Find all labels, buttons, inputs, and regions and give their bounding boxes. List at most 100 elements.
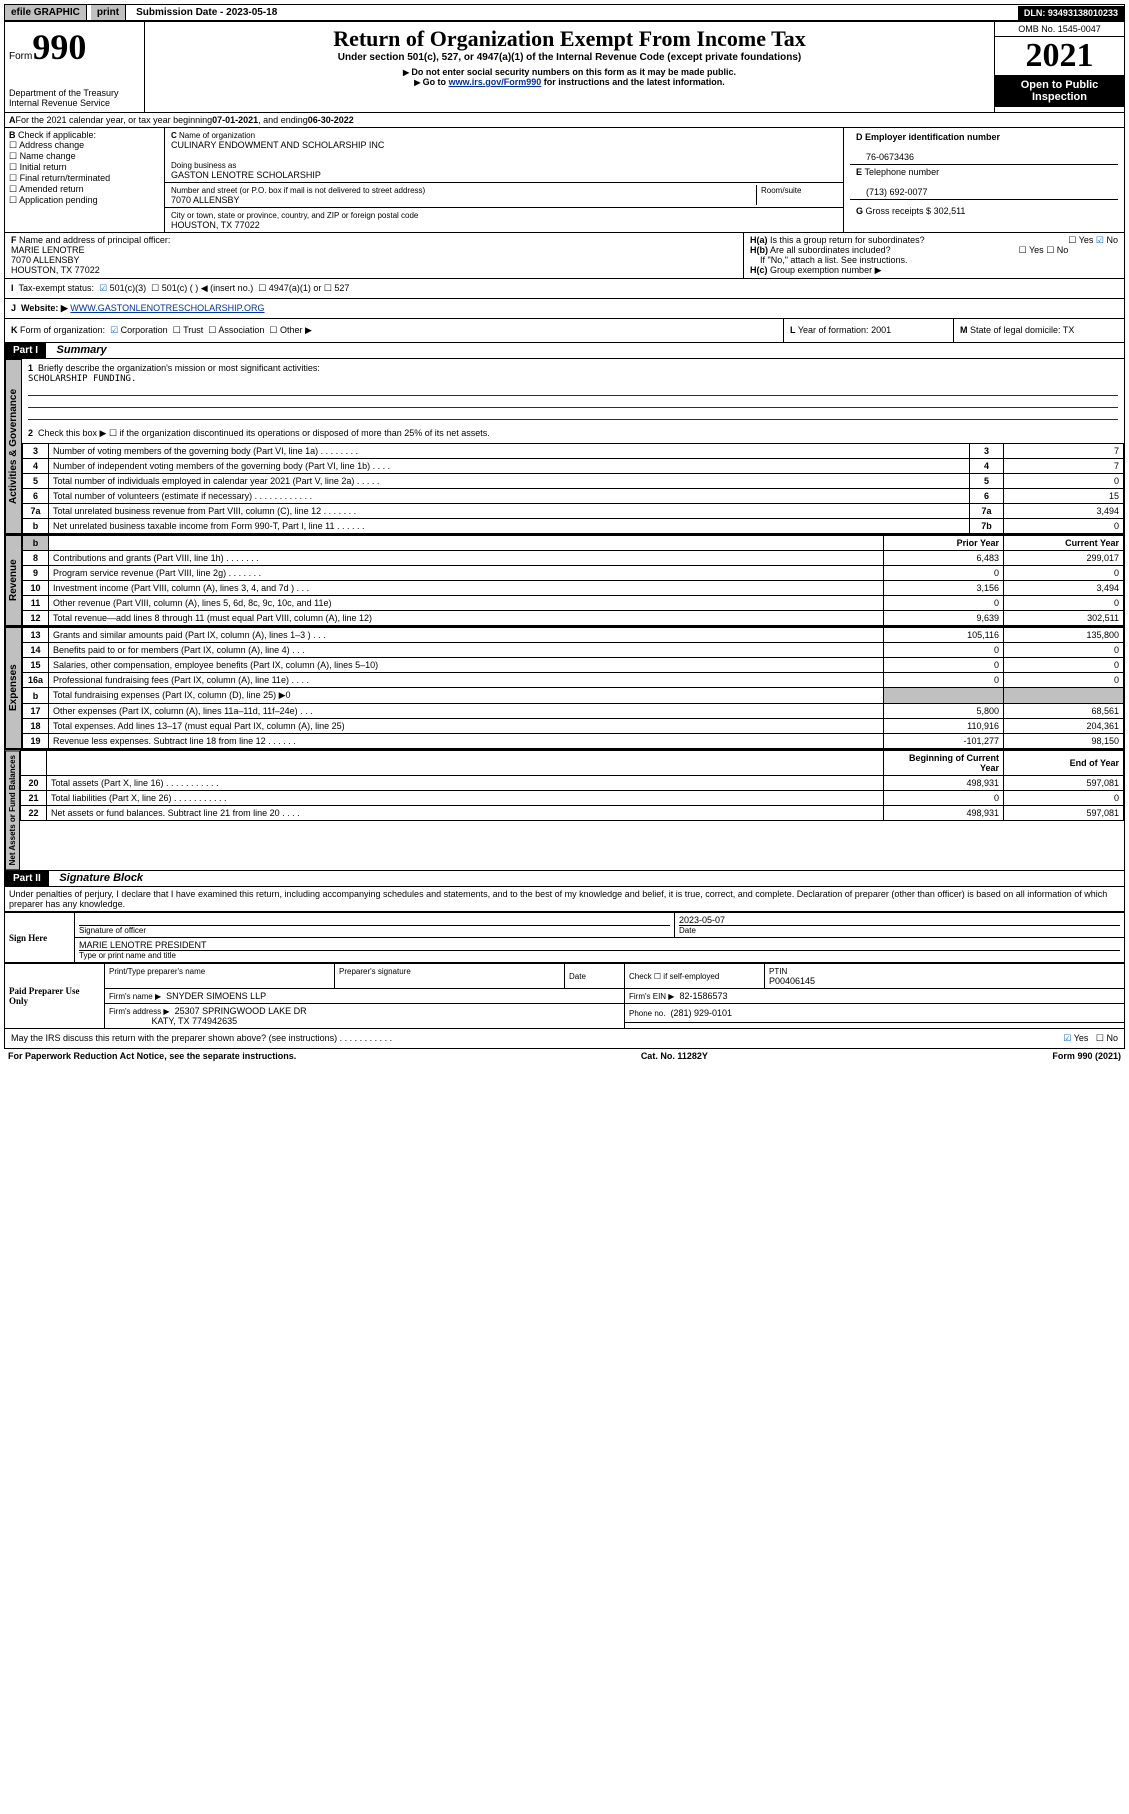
firm-phone: (281) 929-0101 [671,1008,733,1018]
prep-name-label: Print/Type preparer's name [109,967,205,976]
f-label: Name and address of principal officer: [19,235,170,245]
firm-addr1: 25307 SPRINGWOOD LAKE DR [175,1006,307,1016]
dba-label: Doing business as [171,161,236,170]
table-row: 16aProfessional fundraising fees (Part I… [23,673,1124,688]
netassets-tab: Net Assets or Fund Balances [5,750,20,870]
netassets-table: Beginning of Current Year End of Year 20… [20,750,1124,821]
chk-initial[interactable]: Initial return [9,162,67,172]
ein-value: 76-0673436 [866,152,914,162]
omb-number: OMB No. 1545-0047 [995,22,1124,37]
website-link[interactable]: WWW.GASTONLENOTRESCHOLARSHIP.ORG [70,303,264,314]
k-assoc[interactable]: Association [208,325,264,335]
a-end: 06-30-2022 [308,115,354,125]
tax-year: 2021 [995,37,1124,75]
table-row: 5Total number of individuals employed in… [23,474,1124,489]
table-row: 4Number of independent voting members of… [23,459,1124,474]
a-pre: For the 2021 calendar year, or tax year … [16,115,213,125]
discuss-yes[interactable]: Yes [1063,1033,1088,1043]
i-527[interactable]: 527 [324,283,350,294]
city-label: City or town, state or province, country… [171,211,418,220]
firm-ein-label: Firm's EIN ▶ [629,992,674,1001]
revenue-block: Revenue b Prior Year Current Year 8Contr… [4,535,1125,627]
d-label: Employer identification number [865,132,1000,142]
k-trust[interactable]: Trust [173,325,204,335]
table-row: 9Program service revenue (Part VIII, lin… [23,566,1124,581]
expenses-tab: Expenses [5,627,22,749]
chk-amended[interactable]: Amended return [9,184,84,194]
ha-no[interactable]: No [1096,235,1118,245]
chk-addr[interactable]: Address change [9,140,84,150]
subdate-label: Submission Date - [136,7,226,18]
penalty-text: Under penalties of perjury, I declare th… [4,887,1125,912]
table-row: bNet unrelated business taxable income f… [23,519,1124,534]
part1-header: Part I Summary [4,343,1125,359]
hb-no[interactable]: No [1046,245,1068,255]
chk-name[interactable]: Name change [9,151,76,161]
sign-here-label: Sign Here [5,913,75,963]
chk-pending[interactable]: Application pending [9,195,98,205]
table-row: 14Benefits paid to or for members (Part … [23,643,1124,658]
topbar: efile GRAPHIC print Submission Date - 20… [4,4,1125,21]
note2-pre: Go to [414,77,448,87]
ptin-label: PTIN [769,967,787,976]
form-note1: Do not enter social security numbers on … [149,67,990,77]
footer-right: Form 990 (2021) [1052,1051,1121,1061]
expenses-table: 13Grants and similar amounts paid (Part … [22,627,1124,749]
table-row: 13Grants and similar amounts paid (Part … [23,628,1124,643]
room-label: Room/suite [761,186,801,195]
l-value: 2001 [871,325,891,335]
may-discuss-text: May the IRS discuss this return with the… [11,1033,392,1044]
submission-date: Submission Date - 2023-05-18 [130,5,283,20]
gross-receipts: 302,511 [934,206,966,216]
table-row: bTotal fundraising expenses (Part IX, co… [23,688,1124,704]
k-label: Form of organization: [20,325,105,335]
i-501c3[interactable]: 501(c)(3) [99,283,146,294]
firm-addr-label: Firm's address ▶ [109,1007,170,1016]
a-begin: 07-01-2021 [212,115,258,125]
footer-mid: Cat. No. 11282Y [641,1051,708,1061]
j-label: Website: ▶ [21,303,68,314]
firm-phone-label: Phone no. [629,1009,665,1018]
form990-link[interactable]: www.irs.gov/Form990 [449,77,542,87]
bcde-block: B Check if applicable: Address change Na… [4,128,1125,233]
may-discuss-row: May the IRS discuss this return with the… [4,1029,1125,1049]
k-corp[interactable]: Corporation [110,325,168,335]
line-j: J Website: ▶ WWW.GASTONLENOTRESCHOLARSHI… [4,299,1125,319]
revenue-tab: Revenue [5,535,22,626]
ha-yes[interactable]: Yes [1068,235,1093,245]
k-other[interactable]: Other ▶ [269,325,312,335]
sig-officer-label: Signature of officer [79,925,670,935]
city-value: HOUSTON, TX 77022 [171,220,260,230]
footer-left: For Paperwork Reduction Act Notice, see … [8,1051,296,1061]
table-row: 21Total liabilities (Part X, line 26) . … [21,791,1124,806]
table-row: 11Other revenue (Part VIII, column (A), … [23,596,1124,611]
part2-badge: Part II [5,871,49,886]
expenses-block: Expenses 13Grants and similar amounts pa… [4,627,1125,750]
hb-yes[interactable]: Yes [1019,245,1044,255]
g-label: Gross receipts $ [866,206,932,216]
i-501c[interactable]: 501(c) ( ) ◀ (insert no.) [151,283,253,294]
form-number: 990 [32,27,86,67]
l-label: Year of formation: [798,325,869,335]
col-begin: Beginning of Current Year [884,751,1004,776]
firm-addr2: KATY, TX 774942635 [152,1016,238,1026]
subdate-value: 2023-05-18 [226,7,277,18]
firm-ein: 82-1586573 [679,991,727,1001]
chk-final[interactable]: Final return/terminated [9,173,110,183]
line-a: A For the 2021 calendar year, or tax yea… [4,113,1125,128]
table-row: 19Revenue less expenses. Subtract line 1… [23,734,1124,749]
org-name: CULINARY ENDOWMENT AND SCHOLARSHIP INC [171,140,384,150]
self-emp[interactable]: Check ☐ if self-employed [629,972,719,981]
print-button[interactable]: print [91,5,126,20]
prep-sig-label: Preparer's signature [339,967,411,976]
dba-value: GASTON LENOTRE SCHOLARSHIP [171,170,321,180]
paid-preparer-block: Paid Preparer Use Only Print/Type prepar… [4,963,1125,1029]
ptin-value: P00406145 [769,976,815,986]
i-4947[interactable]: 4947(a)(1) or [258,283,321,294]
table-row: 17Other expenses (Part IX, column (A), l… [23,704,1124,719]
discuss-no[interactable]: No [1096,1033,1118,1043]
part2-title: Signature Block [51,872,143,884]
revenue-table: b Prior Year Current Year 8Contributions… [22,535,1124,626]
fh-block: F Name and address of principal officer:… [4,233,1125,279]
table-row: 22Net assets or fund balances. Subtract … [21,806,1124,821]
